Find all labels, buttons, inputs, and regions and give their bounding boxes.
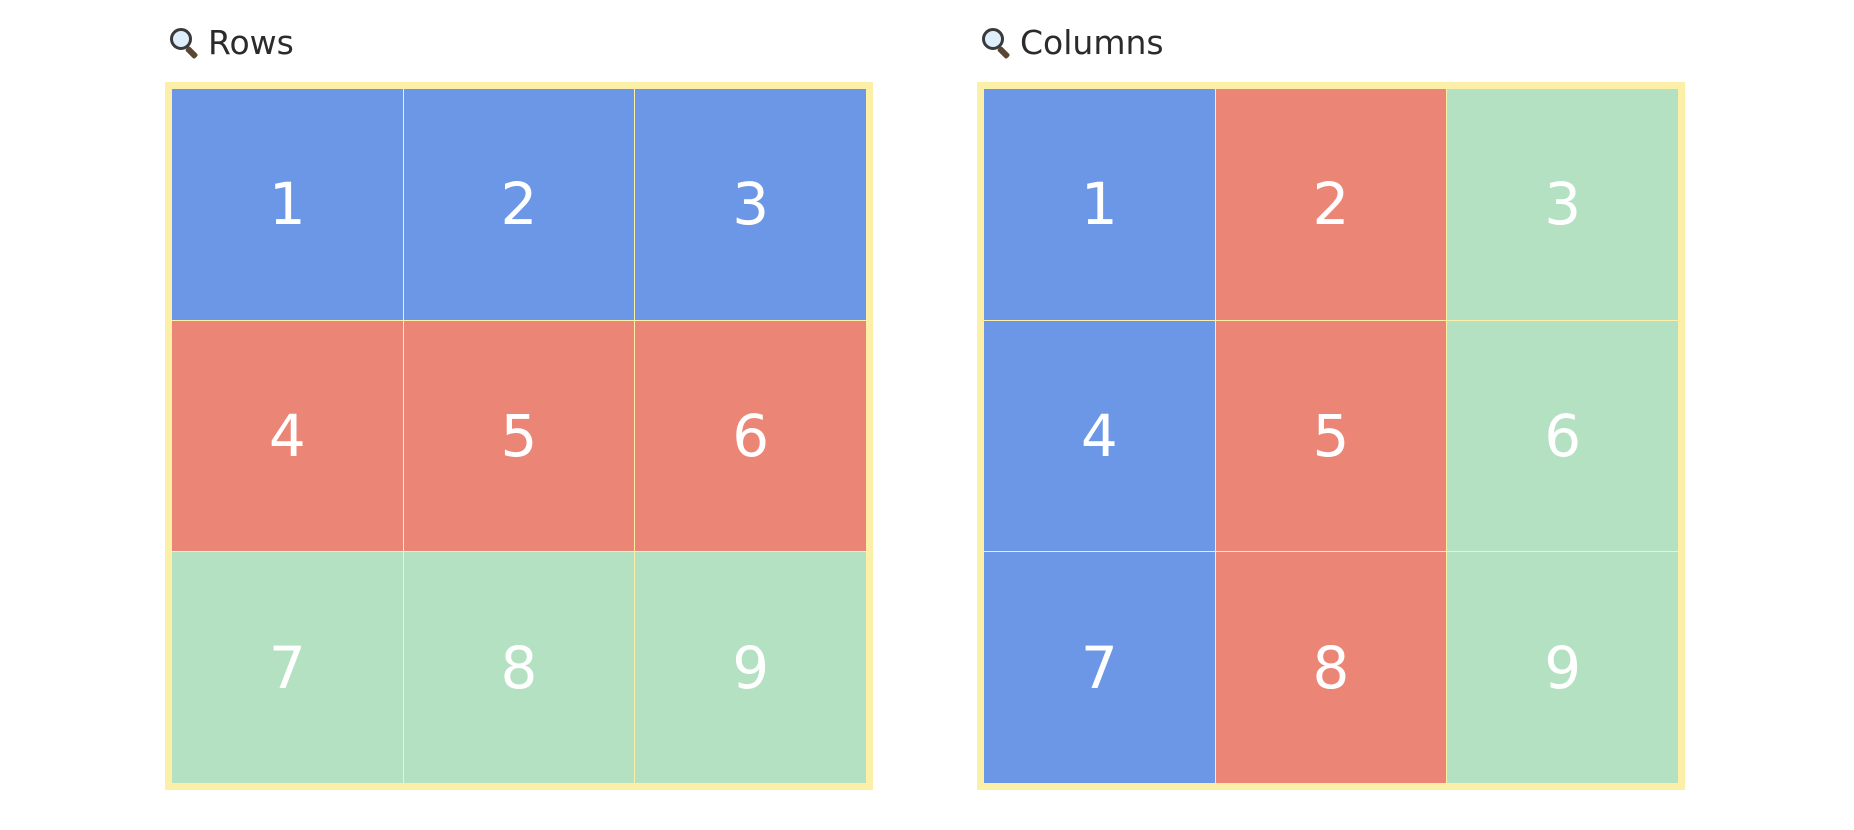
cell-label: 1: [1080, 170, 1118, 239]
cell-label: 2: [500, 170, 538, 239]
columns-grid: 1 2 3 4 5 6 7 8 9: [977, 82, 1685, 790]
grid-cell: 8: [403, 552, 635, 783]
grid-cell: 5: [1215, 320, 1447, 552]
grid-cell: 6: [1447, 320, 1678, 552]
grid-cell: 3: [1447, 89, 1678, 320]
cell-label: 4: [1080, 401, 1118, 470]
magnifier-icon: [168, 25, 200, 60]
magnifier-icon: [980, 25, 1012, 60]
columns-panel-title: Columns: [980, 22, 1164, 62]
grid-cell: 5: [403, 320, 635, 552]
grid-cell: 9: [635, 552, 866, 783]
cell-label: 9: [732, 633, 770, 702]
cell-label: 3: [1544, 170, 1582, 239]
rows-panel-title: Rows: [168, 22, 294, 62]
cell-label: 2: [1312, 170, 1350, 239]
cell-label: 7: [1080, 633, 1118, 702]
grid-cell: 3: [635, 89, 866, 320]
cell-label: 5: [1312, 401, 1350, 470]
cell-label: 7: [268, 633, 306, 702]
cell-label: 8: [1312, 633, 1350, 702]
grid-cell: 2: [403, 89, 635, 320]
grid-cell: 1: [172, 89, 403, 320]
grid-cell: 2: [1215, 89, 1447, 320]
grid-cell: 8: [1215, 552, 1447, 783]
grid-cell: 6: [635, 320, 866, 552]
cell-label: 6: [732, 401, 770, 470]
cell-label: 3: [732, 170, 770, 239]
grid-cell: 7: [984, 552, 1215, 783]
cell-label: 6: [1544, 401, 1582, 470]
grid-cell: 9: [1447, 552, 1678, 783]
rows-title-label: Rows: [208, 22, 294, 62]
rows-grid: 1 2 3 4 5 6 7 8 9: [165, 82, 873, 790]
cell-label: 1: [268, 170, 306, 239]
cell-label: 9: [1544, 633, 1582, 702]
grid-cell: 4: [172, 320, 403, 552]
columns-title-label: Columns: [1020, 22, 1164, 62]
grid-cell: 1: [984, 89, 1215, 320]
cell-label: 5: [500, 401, 538, 470]
grid-cell: 4: [984, 320, 1215, 552]
cell-label: 8: [500, 633, 538, 702]
cell-label: 4: [268, 401, 306, 470]
grid-cell: 7: [172, 552, 403, 783]
